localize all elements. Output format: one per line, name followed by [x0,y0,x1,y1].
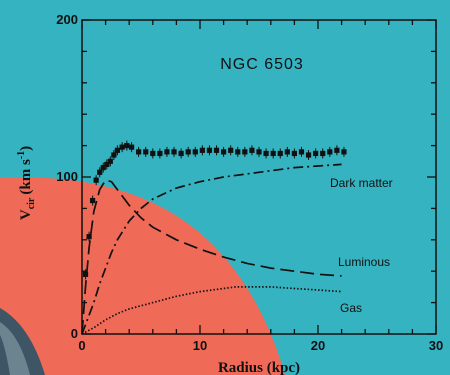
observed-point [119,142,125,153]
observed-points [82,140,347,280]
x-tick-label: 0 [78,338,85,353]
observed-point [249,145,255,156]
y-tick-label: 200 [56,12,78,27]
observed-point [242,146,248,157]
y-tick-labels: 0 100 200 [56,12,78,341]
observed-point [320,148,326,159]
model-curves [81,163,342,335]
observed-point [291,148,297,159]
observed-point [136,146,142,157]
observed-point [305,150,312,161]
observed-point [327,146,333,157]
x-tick-label: 20 [311,338,325,353]
observed-point [100,162,106,173]
y-axis-symbol: V [18,209,34,220]
series-label-luminous: Luminous [338,255,390,269]
y-axis-title: Vcir (km s-1) [16,146,37,220]
x-tick-label: 10 [193,338,207,353]
x-tick-label: 30 [429,338,443,353]
series-line-gas [81,286,342,335]
observed-point [213,145,220,156]
observed-point [334,145,340,156]
series-line-luminous [81,179,342,335]
observed-point [128,142,135,153]
observed-point [270,148,276,159]
observed-point [124,140,130,151]
observed-point [221,146,227,157]
series-label-gas: Gas [340,301,362,315]
observed-point [298,146,305,157]
observed-point [185,146,191,157]
observed-point [90,195,96,206]
observed-point [171,146,177,157]
observed-point [114,145,120,156]
observed-point [313,148,319,159]
observed-point [277,148,283,159]
observed-point [235,146,241,157]
observed-point [86,231,92,242]
earth-image-highlight [0,322,30,375]
observed-point [97,167,103,178]
y-tick-label: 0 [71,326,78,341]
observed-point [178,148,184,159]
series-line-dark-matter [81,163,342,335]
observed-point [107,156,113,167]
red-circle-decoration [0,177,285,375]
observed-point [228,145,234,156]
observed-point [199,145,205,156]
observed-point [157,148,163,159]
y-axis-exponent: -1 [16,151,27,159]
observed-point [341,146,347,157]
observed-point [256,146,262,157]
x-axis-title: Radius (kpc) [218,360,300,375]
observed-point [192,146,198,157]
observed-point [206,145,213,156]
observed-point [143,146,149,157]
observed-point [284,146,290,157]
series-label-dark-matter: Dark matter [330,176,393,190]
y-tick-label: 100 [56,169,78,184]
y-axis-subscript: cir [26,197,37,209]
y-axis-close: ) [18,146,34,151]
observed-point [164,146,170,157]
observed-point [82,269,89,280]
observed-point [93,175,99,186]
observed-point [104,159,110,170]
y-axis-unit: (km s [18,159,34,195]
chart-title: NGC 6503 [220,56,304,73]
observed-point [263,148,269,159]
observed-point [150,148,156,159]
observed-point [111,150,117,161]
x-tick-labels: 0 10 20 30 [78,338,443,353]
